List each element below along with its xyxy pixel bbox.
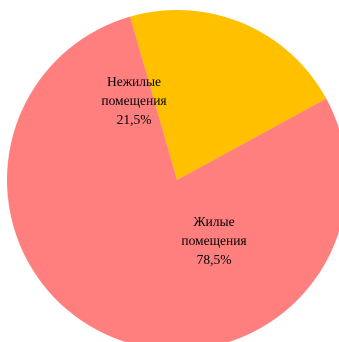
slice-category-label: Нежилые <box>107 74 161 89</box>
slice-category-label: Жилые <box>193 214 234 229</box>
slice-category-label: помещения <box>101 93 166 108</box>
slice-label-1: Жилые помещения 78,5% <box>181 214 246 267</box>
slice-value-label: 78,5% <box>197 252 232 267</box>
slice-label-0: Нежилые помещения 21,5% <box>101 74 166 127</box>
pie-slice-1 <box>7 16 339 342</box>
slice-value-label: 21,5% <box>117 112 152 127</box>
slice-category-label: помещения <box>181 233 246 248</box>
pie-slice-0 <box>130 10 327 180</box>
